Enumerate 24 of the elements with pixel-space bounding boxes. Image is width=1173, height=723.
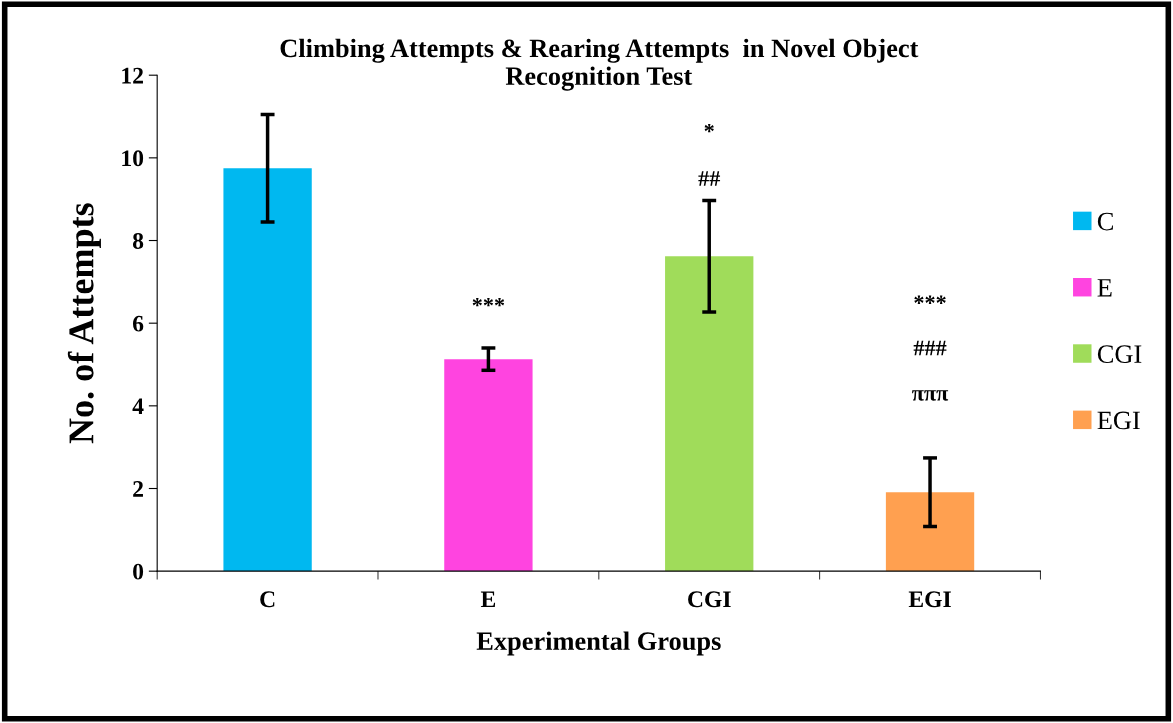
x-tick-label: CGI <box>688 591 731 608</box>
x-axis-title: Experimental Groups <box>476 631 721 656</box>
legend-label: CGI <box>1097 345 1142 364</box>
y-tick-label: 10 <box>122 150 144 167</box>
chart-title: Climbing Attempts & Rearing Attempts in Novel Object Recognition Test <box>280 38 919 91</box>
y-tick-label: 2 <box>133 481 143 497</box>
legend-label: C <box>1097 212 1113 231</box>
y-tick-label: 8 <box>132 233 144 249</box>
annotation: πππ <box>912 390 949 401</box>
annotation: *** <box>914 295 946 304</box>
annotation: ## <box>698 171 721 186</box>
y-tick-label: 12 <box>122 67 143 84</box>
y-tick-label: 6 <box>132 315 144 332</box>
y-tick-label: 0 <box>133 563 144 580</box>
annotation: ### <box>913 340 947 356</box>
x-tick-label: EGI <box>908 591 951 608</box>
annotation: * <box>704 123 714 133</box>
x-tick-label: E <box>480 591 496 607</box>
y-axis-title: No. of Attempts <box>67 203 101 444</box>
annotation: *** <box>472 297 505 307</box>
legend-label: EGI <box>1097 411 1140 430</box>
y-tick-label: 4 <box>132 398 144 415</box>
legend-label: E <box>1097 279 1112 297</box>
x-tick-label: C <box>260 591 275 608</box>
